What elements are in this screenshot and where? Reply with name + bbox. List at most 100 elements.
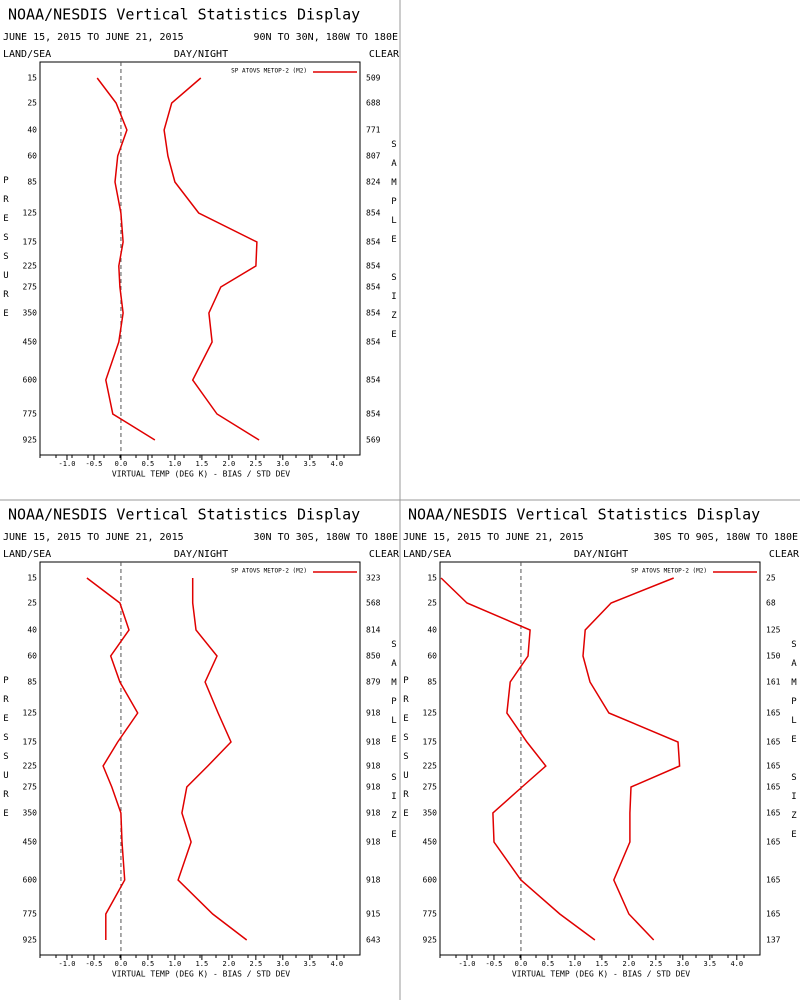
sample-size: 807 [366,152,381,161]
x-tick-label: 2.0 [223,960,236,968]
x-tick-label: 0.5 [542,960,555,968]
x-axis-label: VIRTUAL TEMP (DEG K) - BIAS / STD DEV [112,470,290,479]
sample-size: 850 [366,652,381,661]
x-tick-label: 2.5 [650,960,663,968]
sample-size: 854 [366,283,381,292]
x-tick-label: -1.0 [459,960,476,968]
sample-size: 918 [366,709,381,718]
sample-size: 854 [366,309,381,318]
pressure-label: 40 [27,626,37,635]
sample-size: 688 [366,99,381,108]
clear: CLEAR [369,49,400,60]
pressure-label: 15 [27,574,37,583]
date-range: JUNE 15, 2015 TO JUNE 21, 2015 [3,532,184,543]
x-tick-label: -0.5 [486,960,503,968]
date-range: JUNE 15, 2015 TO JUNE 21, 2015 [3,32,184,43]
pressure-label: 15 [27,74,37,83]
sample-size: 165 [766,809,781,818]
plot-frame [39,561,361,956]
x-tick-label: 3.0 [277,960,290,968]
x-tick-label: -0.5 [86,460,103,468]
sample-size: 125 [766,626,781,635]
sample-size: 137 [766,936,781,945]
pressure-label: 925 [23,936,38,945]
x-tick-label: 1.0 [169,460,182,468]
pressure-label: 25 [27,599,37,608]
x-tick-label: 1.5 [596,960,609,968]
y2-axis-label: SAMPLE SIZE [389,640,399,849]
x-tick-label: 4.0 [330,460,343,468]
x-tick-label: 0.0 [115,960,128,968]
y-axis-label: PRESSURE [1,176,11,328]
x-tick-label: 0.5 [142,460,155,468]
clear: CLEAR [369,549,400,560]
pressure-label: 600 [23,376,38,385]
pressure-label: 40 [427,626,437,635]
x-tick-label: 3.0 [277,460,290,468]
sample-size: 918 [366,838,381,847]
day-night: DAY/NIGHT [174,49,228,60]
sample-size: 854 [366,262,381,271]
region: 90N TO 30N, 180W TO 180E [254,32,399,43]
x-tick-label: 1.5 [196,960,209,968]
pressure-label: 175 [423,738,438,747]
sample-size: 569 [366,436,381,445]
sample-size: 824 [366,178,381,187]
pressure-label: 775 [423,910,438,919]
sample-size: 165 [766,838,781,847]
pressure-label: 15 [427,574,437,583]
pressure-label: 40 [27,126,37,135]
sample-size: 854 [366,376,381,385]
date-range: JUNE 15, 2015 TO JUNE 21, 2015 [403,532,584,543]
x-axis-label: VIRTUAL TEMP (DEG K) - BIAS / STD DEV [112,970,290,979]
sample-size: 568 [366,599,381,608]
pressure-label: 925 [23,436,38,445]
sample-size: 915 [366,910,381,919]
x-tick-label: 2.5 [250,460,263,468]
x-tick-label: -1.0 [59,460,76,468]
y2-axis-label: SAMPLE SIZE [389,140,399,349]
pressure-label: 600 [23,876,38,885]
x-tick-label: 3.5 [303,960,316,968]
sample-size: 643 [366,936,381,945]
sample-size: 165 [766,910,781,919]
pressure-label: 60 [27,652,37,661]
x-tick-label: 1.0 [569,960,582,968]
x-tick-label: 3.5 [703,960,716,968]
pressure-label: 775 [23,910,38,919]
land-sea: LAND/SEA [3,49,51,60]
land-sea: LAND/SEA [3,549,51,560]
pressure-label: 275 [23,783,38,792]
sample-size: 25 [766,574,776,583]
x-axis-label: VIRTUAL TEMP (DEG K) - BIAS / STD DEV [512,970,690,979]
y-axis-label: PRESSURE [401,676,411,828]
pressure-label: 60 [27,152,37,161]
sample-size: 165 [766,738,781,747]
legend-label: SP ATOVS METOP-2 (M2) [631,568,707,575]
sample-size: 854 [366,238,381,247]
pressure-label: 350 [23,809,38,818]
title: NOAA/NESDIS Vertical Statistics Display [8,506,360,524]
std-dev-line [582,577,681,941]
sample-size: 771 [366,126,381,135]
sample-size: 854 [366,410,381,419]
pressure-label: 85 [427,678,437,687]
sample-size: 814 [366,626,381,635]
x-tick-label: 2.0 [623,960,636,968]
sample-size: 165 [766,709,781,718]
sample-size: 509 [366,74,381,83]
sample-size: 68 [766,599,776,608]
pressure-label: 175 [23,738,38,747]
legend-label: SP ATOVS METOP-2 (M2) [231,68,307,75]
pressure-label: 275 [423,783,438,792]
x-tick-label: 0.0 [515,960,528,968]
pressure-label: 225 [423,762,438,771]
x-tick-label: -1.0 [59,960,76,968]
x-tick-label: 3.5 [303,460,316,468]
pressure-label: 25 [427,599,437,608]
sample-size: 165 [766,783,781,792]
pressure-label: 350 [423,809,438,818]
clear: CLEAR [769,549,800,560]
